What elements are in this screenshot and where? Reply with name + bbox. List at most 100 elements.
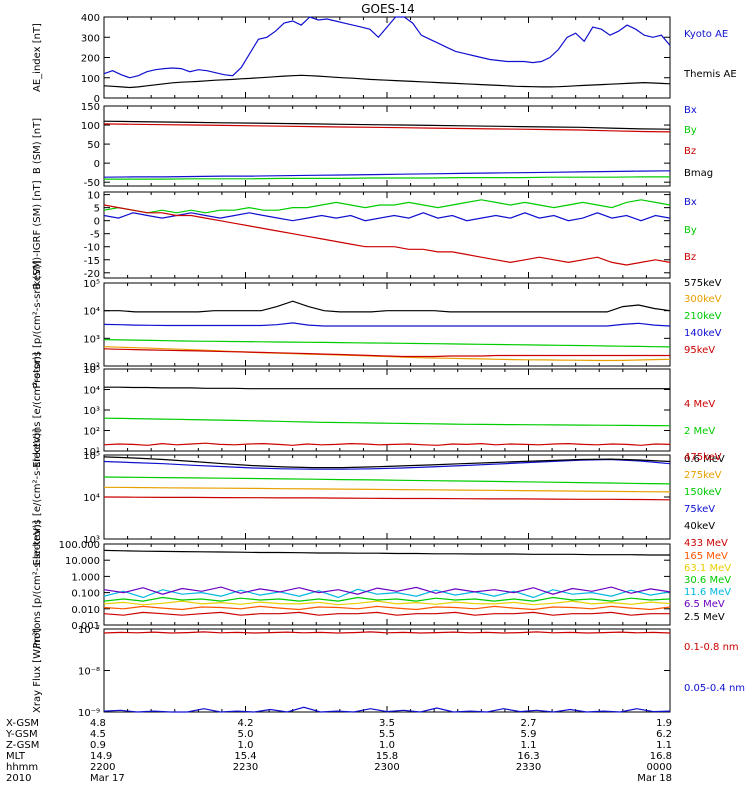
- panel-frame: [103, 628, 671, 713]
- legend-entry: 0.05-0.4 nm: [684, 683, 745, 694]
- y-tick-label: -5: [90, 230, 100, 241]
- y-tick-label: 10.000: [65, 556, 100, 567]
- y-tick-label: -20: [84, 269, 100, 280]
- y-axis-label: Xray Flux [W/m²]: [32, 628, 43, 713]
- y-axis-label: Electrons [e/(cm²-s-sr)]: [32, 352, 43, 468]
- footer-value: 16.3: [517, 751, 539, 762]
- footer-row-label: hhmm: [6, 762, 38, 773]
- y-tick-label: 10⁻⁸: [78, 667, 100, 678]
- y-tick-label: 10¹: [83, 447, 100, 458]
- series-line-0-6-mev: [104, 386, 670, 390]
- series-line-6-5-mev: [103, 586, 671, 595]
- series-line-11-6-mev: [103, 588, 671, 599]
- series-line-275kev: [103, 486, 671, 493]
- footer-value: 15.8: [376, 751, 398, 762]
- footer-value: 4.2: [238, 718, 254, 729]
- y-tick-label: 0.001: [71, 621, 100, 632]
- y-tick-label: 0: [94, 159, 100, 170]
- footer-row-label: X-GSM: [6, 718, 39, 729]
- plot-title: GOES-14: [361, 2, 415, 16]
- legend-entry: 210keV: [684, 311, 722, 322]
- y-tick-label: 10²: [83, 362, 100, 373]
- y-tick-label: 100.000: [59, 540, 100, 551]
- panel-bsm: -50 0 50 100 150 B (SM) [nT] Bx By Bz Bmag: [32, 102, 713, 189]
- legend-entry: 575keV: [684, 278, 722, 289]
- y-tick-label: 0.100: [71, 589, 100, 600]
- series-line-150kev: [103, 476, 671, 485]
- y-tick-label: -15: [84, 256, 100, 267]
- legend-entry: 140keV: [684, 328, 722, 339]
- panel-ae: 0 100 200 300 400 AE_index [nT] Kyoto AE Themis…: [32, 13, 737, 105]
- footer-value: 5.5: [379, 729, 395, 740]
- legend-entry: 165 MeV: [684, 551, 728, 562]
- footer-value: 0000: [647, 762, 672, 773]
- y-axis-label: Protons [p/(cm²-s-sr-keV)]: [32, 260, 43, 388]
- legend-entry: 40keV: [684, 521, 715, 532]
- series-line-575kev: [104, 300, 671, 313]
- y-tick-label: 10⁴: [83, 493, 100, 504]
- series-line-475kev: [103, 496, 671, 501]
- panel-frame: [103, 282, 671, 367]
- y-tick-label: 10⁵: [83, 365, 100, 376]
- y-tick-label: 100: [81, 74, 100, 85]
- series-line-30-6-mev: [103, 596, 671, 602]
- footer-value: 1.1: [656, 740, 672, 751]
- y-tick-label: 50: [87, 140, 100, 151]
- legend-entry: 2.5 MeV: [684, 612, 725, 623]
- footer-value: 1.1: [521, 740, 537, 751]
- footer-row-label: Z-GSM: [6, 740, 39, 751]
- footer-row-label: 2010: [6, 773, 31, 784]
- footer-value: 2330: [516, 762, 541, 773]
- series-line-bx: [103, 212, 671, 222]
- footer-value: 2230: [233, 762, 258, 773]
- legend-entry: 30.6 MeV: [684, 575, 731, 586]
- y-tick-label: 0: [94, 217, 100, 228]
- panel-frame: [103, 368, 671, 452]
- y-tick-label: 0: [94, 94, 100, 105]
- series-line-bz: [103, 123, 671, 133]
- y-tick-label: 10³: [83, 334, 100, 345]
- footer-value: 2.7: [521, 718, 537, 729]
- legend-entry: 11.6 MeV: [684, 587, 731, 598]
- legend-entry: 433 MeV: [684, 538, 728, 549]
- footer-row-label: MLT: [6, 751, 26, 762]
- series-line-4-mev: [103, 442, 671, 446]
- y-tick-label: 10⁵: [83, 451, 100, 462]
- legend-entry: Bx: [684, 197, 697, 208]
- series-line-2-5-mev: [103, 549, 670, 556]
- series-line-433-mev: [103, 611, 670, 616]
- legend-entry: Bmag: [684, 168, 713, 179]
- legend-entry: Themis AE: [683, 69, 737, 80]
- series-line-95kev: [103, 348, 670, 358]
- panel-electrons1: 10¹ 10² 10³ 10⁴ 10⁵ Electrons [e/(cm²-s-sr)] 4…: [32, 352, 725, 468]
- ephemeris-footer: X-GSM 4.8 4.2 3.5 2.7 1.9 Y-GSM 4.5 5.0 5.5 5.9 6.2…: [5, 718, 672, 784]
- footer-value: 16.8: [650, 751, 672, 762]
- y-axis-label: B (SM) [nT]: [32, 118, 43, 174]
- y-axis-label: Electrons [e/(cm²-s-sr-keV)]: [32, 428, 43, 565]
- series-line-165-mev: [103, 605, 671, 611]
- footer-value: Mar 17: [90, 773, 125, 784]
- series-line-63-1-mev: [103, 600, 671, 606]
- series-line-210kev: [103, 339, 671, 348]
- panel-frame: [103, 543, 671, 626]
- y-tick-label: 10³: [83, 406, 100, 417]
- series-line-0-1-0-8-nm: [103, 631, 671, 634]
- y-tick-label: 10: [87, 191, 100, 202]
- y-tick-label: 10⁻⁷: [78, 625, 100, 636]
- series-line-40kev: [103, 456, 671, 469]
- legend-entry: 275keV: [684, 470, 722, 481]
- series-line-kyoto-ae: [103, 16, 671, 79]
- series-line-75kev: [103, 458, 671, 470]
- series-line-300kev: [103, 346, 671, 362]
- y-tick-label: 10³: [83, 535, 100, 546]
- panel-protons2: 0.001 0.010 0.100 1.000 10.000 100.000 Protons…: [32, 520, 731, 648]
- footer-row-label: Y-GSM: [5, 729, 38, 740]
- series-line-0-05-0-4-nm: [103, 706, 671, 713]
- legend-entry: 63.1 MeV: [684, 563, 731, 574]
- legend-entry: 75keV: [684, 504, 715, 515]
- footer-value: Mar 18: [637, 773, 672, 784]
- footer-value: 2200: [90, 762, 115, 773]
- footer-value: 14.9: [90, 751, 112, 762]
